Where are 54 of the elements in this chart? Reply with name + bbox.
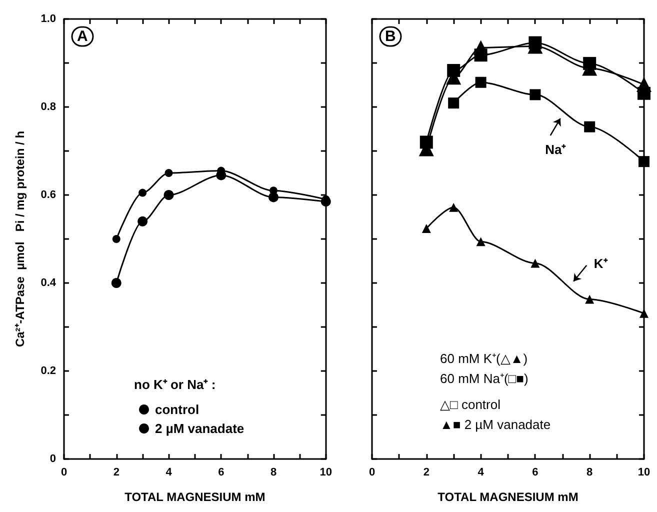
point	[420, 136, 433, 149]
point	[584, 121, 596, 132]
y-tick-label: 0	[50, 453, 56, 465]
point	[164, 169, 173, 177]
x-tick-label: 6	[532, 466, 538, 478]
point	[638, 86, 650, 100]
x-tick-label: 8	[270, 466, 277, 478]
x-tick-label: 10	[320, 466, 332, 478]
text: A	[77, 28, 88, 45]
text: B	[385, 28, 396, 45]
point	[476, 237, 486, 246]
x-tick-label: 4	[166, 466, 173, 478]
y-tick-label: 1.0	[40, 13, 56, 25]
point	[164, 190, 174, 200]
legend-label: control	[155, 402, 200, 417]
x-tick-label: 8	[586, 466, 593, 478]
annotation: K⁺	[594, 256, 608, 271]
point	[638, 156, 650, 168]
point	[449, 202, 458, 212]
y-axis-title: Ca²⁺-ATPase µmol Pi / mg protein / h	[13, 130, 27, 348]
point	[583, 56, 596, 70]
x-tick-label: 0	[368, 466, 376, 478]
x-axis-title: TOTAL MAGNESIUM mM	[438, 490, 578, 504]
point	[528, 36, 542, 50]
legend-label: 2 µM vanadate	[155, 421, 244, 436]
y-tick-label: 0.6	[40, 189, 56, 201]
x-tick-label: 2	[423, 466, 430, 478]
x-tick-label: 4	[478, 466, 485, 478]
point	[112, 235, 120, 243]
x-tick-label: 2	[113, 466, 120, 478]
legend-title: no K⁺ or Na⁺ :	[134, 377, 216, 392]
point	[474, 48, 488, 62]
annotation: 60 mM K⁺(△▲)	[440, 351, 528, 366]
point	[530, 89, 541, 100]
x-axis-title: TOTAL MAGNESIUM mM	[124, 490, 266, 504]
point	[422, 224, 431, 233]
y-tick-label: 0.4	[40, 277, 57, 289]
point	[585, 294, 594, 304]
point	[138, 216, 148, 226]
point	[475, 76, 486, 88]
point	[530, 258, 540, 268]
x-tick-label: 0	[60, 466, 68, 478]
x-tick-label: 10	[638, 466, 650, 478]
x-tick-label: 6	[218, 466, 224, 478]
annotation: 60 mM Na⁺(□■)	[440, 371, 528, 386]
annotation: Na⁺	[545, 142, 567, 157]
point	[448, 98, 460, 109]
point	[447, 64, 460, 77]
y-tick-label: 0.8	[40, 101, 56, 113]
point	[111, 278, 122, 288]
y-tick-label: 0.2	[40, 365, 56, 377]
annotation: ▲■ 2 µM vanadate	[440, 417, 551, 432]
point	[138, 188, 147, 197]
annotation: △□ control	[440, 397, 501, 412]
